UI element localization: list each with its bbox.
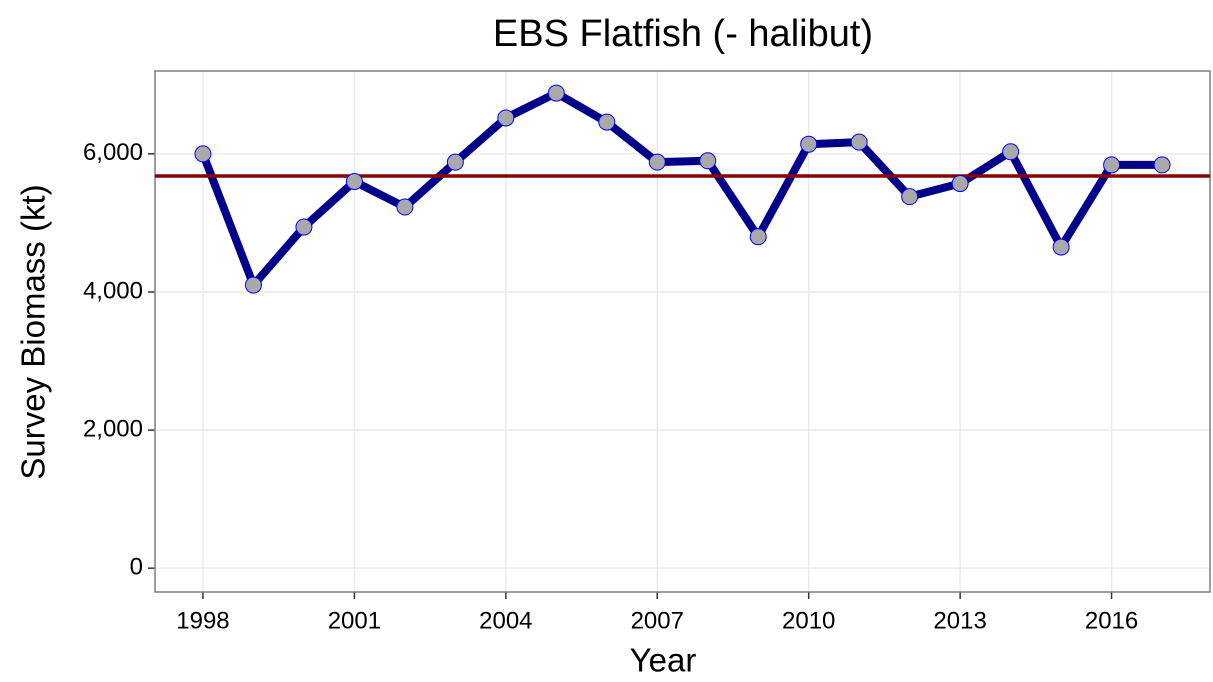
data-point (800, 135, 818, 153)
data-point (1153, 156, 1171, 174)
x-tick-label: 2007 (631, 607, 684, 634)
data-point (345, 172, 363, 190)
y-tick-label: 2,000 (83, 415, 143, 442)
data-point (1103, 156, 1121, 174)
y-tick-label: 0 (130, 554, 143, 581)
x-tick-label: 2016 (1085, 607, 1138, 634)
data-point (951, 175, 969, 193)
data-point (497, 109, 515, 127)
data-point (1002, 143, 1020, 161)
data-point (598, 113, 616, 131)
data-point (749, 228, 767, 246)
data-point (446, 153, 464, 171)
data-line (199, 89, 1163, 290)
x-axis-label: Year (630, 642, 697, 679)
x-tick-label: 2010 (782, 607, 835, 634)
x-tick-label: 2013 (933, 607, 986, 634)
data-point (396, 198, 414, 216)
data-point (901, 188, 919, 206)
y-tick-label: 4,000 (83, 277, 143, 304)
data-point (547, 84, 565, 102)
data-point (244, 276, 262, 294)
y-tick-label: 6,000 (83, 139, 143, 166)
data-point (1052, 238, 1070, 256)
x-tick-label: 2004 (479, 607, 532, 634)
x-tick-label: 2001 (328, 607, 381, 634)
data-point (295, 218, 313, 236)
data-point (699, 152, 717, 170)
y-axis-label: Survey Biomass (kt) (15, 184, 52, 479)
data-point (194, 145, 212, 163)
data-point (648, 153, 666, 171)
plot-area (155, 71, 1210, 592)
chart-title: EBS Flatfish (- halibut) (493, 13, 873, 55)
plot-border (154, 70, 1211, 593)
x-tick-label: 1998 (176, 607, 229, 634)
data-point (850, 133, 868, 151)
